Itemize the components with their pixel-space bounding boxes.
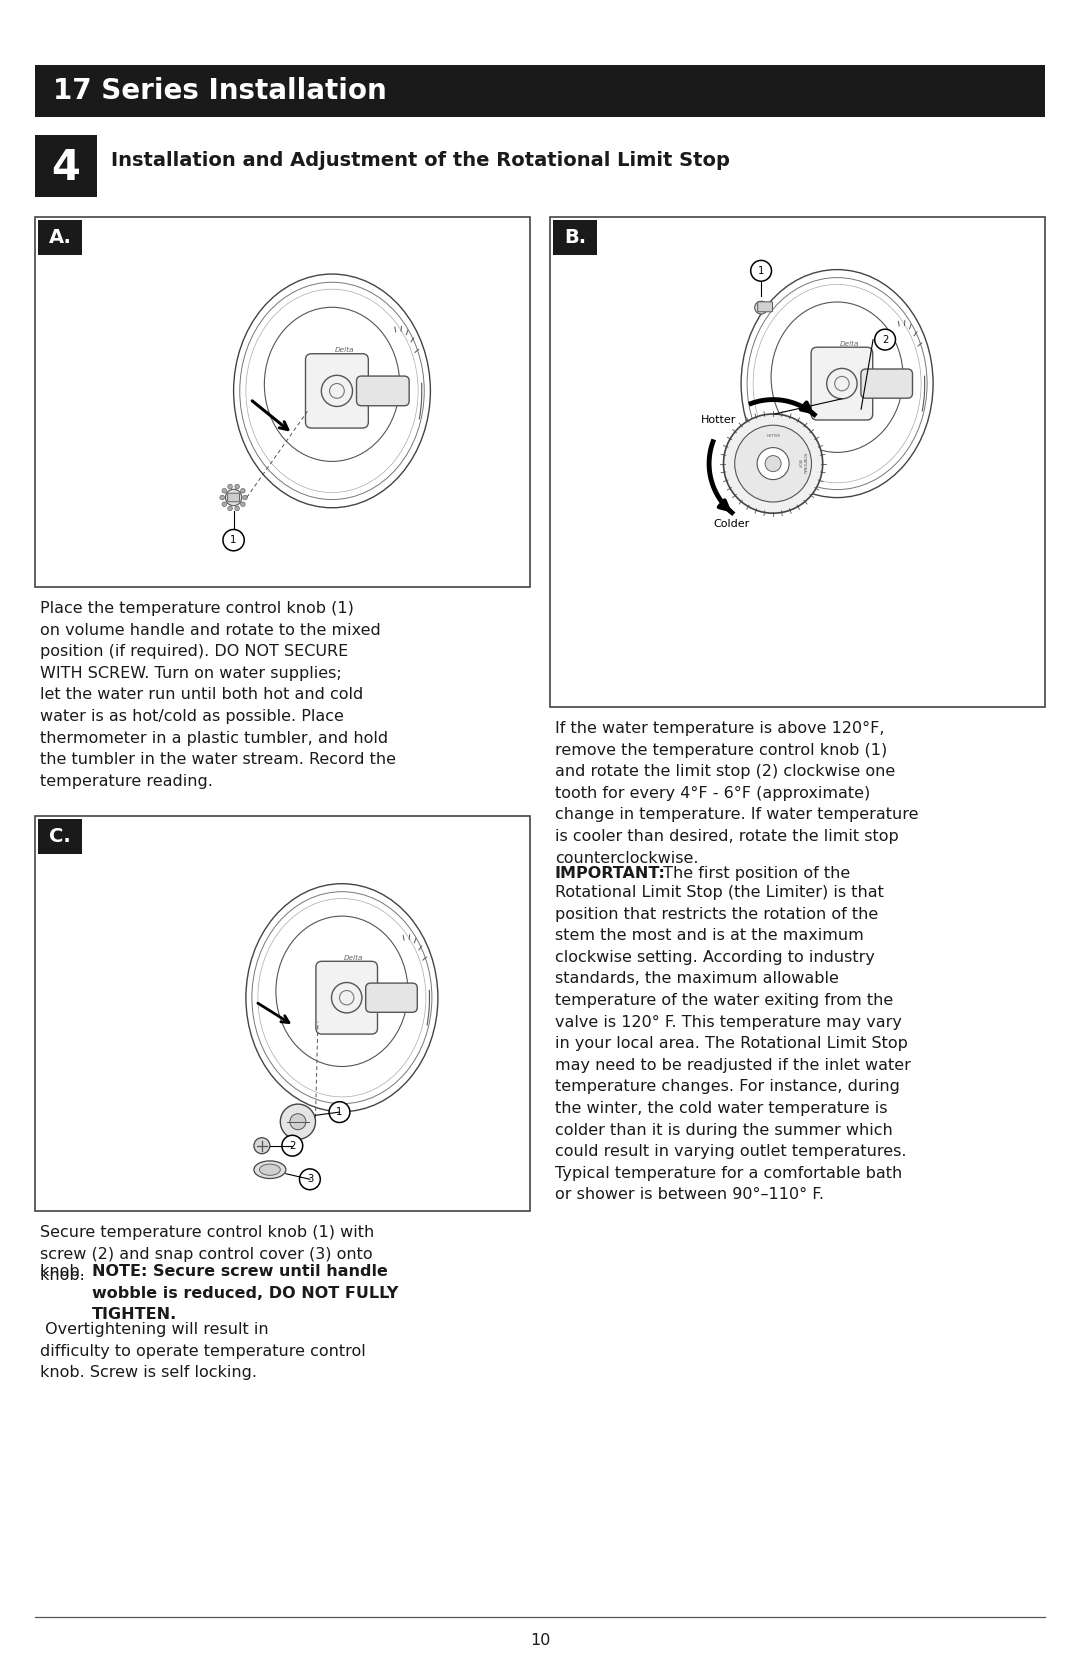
Text: A.: A.: [49, 229, 71, 247]
Text: ROTATIONAL
STOP: ROTATIONAL STOP: [797, 452, 806, 474]
FancyBboxPatch shape: [228, 494, 240, 502]
Text: 1: 1: [230, 536, 237, 546]
Circle shape: [234, 484, 240, 489]
Text: Rotational Limit Stop (the Limiter) is that
position that restricts the rotation: Rotational Limit Stop (the Limiter) is t…: [555, 885, 910, 1202]
Circle shape: [329, 1102, 350, 1123]
FancyBboxPatch shape: [861, 369, 913, 399]
Circle shape: [241, 502, 245, 507]
Circle shape: [222, 502, 227, 507]
Circle shape: [222, 529, 244, 551]
Bar: [553, 220, 597, 255]
Text: Place the temperature control knob (1)
on volume handle and rotate to the mixed
: Place the temperature control knob (1) o…: [40, 601, 396, 789]
Circle shape: [254, 1138, 270, 1153]
Text: HOTTER: HOTTER: [766, 434, 780, 437]
Text: The first position of the: The first position of the: [658, 866, 850, 881]
FancyBboxPatch shape: [758, 302, 772, 312]
Text: 1: 1: [758, 265, 765, 275]
Text: Delta: Delta: [345, 955, 364, 961]
Circle shape: [724, 414, 823, 512]
Text: 10: 10: [530, 1632, 550, 1647]
Circle shape: [226, 489, 242, 506]
Bar: [38, 220, 82, 255]
FancyBboxPatch shape: [356, 376, 409, 406]
FancyBboxPatch shape: [811, 347, 873, 421]
Text: 4: 4: [52, 147, 80, 189]
Bar: [35, 217, 530, 587]
Text: C.: C.: [49, 828, 71, 846]
Text: knob.: knob.: [40, 1263, 90, 1278]
Text: 1: 1: [336, 1107, 342, 1117]
Text: 2: 2: [289, 1140, 296, 1150]
Text: If the water temperature is above 120°F,
remove the temperature control knob (1): If the water temperature is above 120°F,…: [555, 721, 918, 866]
Circle shape: [751, 260, 771, 280]
Bar: [38, 819, 82, 855]
Text: IMPORTANT:: IMPORTANT:: [555, 866, 666, 881]
Circle shape: [875, 329, 895, 350]
Circle shape: [765, 456, 781, 472]
Circle shape: [222, 489, 227, 492]
Text: NOTE: Secure screw until handle
wobble is reduced, DO NOT FULLY
TIGHTEN.: NOTE: Secure screw until handle wobble i…: [92, 1263, 399, 1322]
Text: Secure temperature control knob (1) with
screw (2) and snap control cover (3) on: Secure temperature control knob (1) with…: [40, 1225, 375, 1283]
Bar: [35, 65, 1045, 117]
FancyBboxPatch shape: [315, 961, 378, 1035]
Text: Delta: Delta: [335, 347, 354, 352]
Circle shape: [757, 447, 789, 479]
Circle shape: [234, 506, 240, 511]
FancyBboxPatch shape: [306, 354, 368, 427]
FancyBboxPatch shape: [366, 983, 417, 1013]
Bar: [35, 816, 530, 1212]
Circle shape: [243, 496, 247, 499]
Circle shape: [241, 489, 245, 492]
Text: Overtightening will result in
difficulty to operate temperature control
knob. Sc: Overtightening will result in difficulty…: [40, 1322, 366, 1380]
Circle shape: [734, 426, 811, 502]
Circle shape: [220, 496, 225, 499]
Text: Colder: Colder: [713, 519, 750, 529]
Circle shape: [289, 1113, 306, 1130]
Text: 17 Series Installation: 17 Series Installation: [53, 77, 387, 105]
Bar: [35, 135, 97, 197]
Circle shape: [228, 484, 232, 489]
Circle shape: [299, 1168, 321, 1190]
Text: Delta: Delta: [839, 340, 859, 347]
Circle shape: [228, 506, 232, 511]
Ellipse shape: [259, 1163, 281, 1175]
Ellipse shape: [254, 1162, 286, 1178]
Text: Installation and Adjustment of the Rotational Limit Stop: Installation and Adjustment of the Rotat…: [111, 150, 730, 170]
Text: 2: 2: [882, 334, 888, 344]
Circle shape: [282, 1135, 302, 1157]
Bar: [550, 217, 1045, 708]
Text: Hotter: Hotter: [701, 414, 737, 424]
Circle shape: [281, 1105, 315, 1140]
Text: B.: B.: [564, 229, 586, 247]
Text: 3: 3: [307, 1175, 313, 1185]
Circle shape: [755, 300, 768, 314]
